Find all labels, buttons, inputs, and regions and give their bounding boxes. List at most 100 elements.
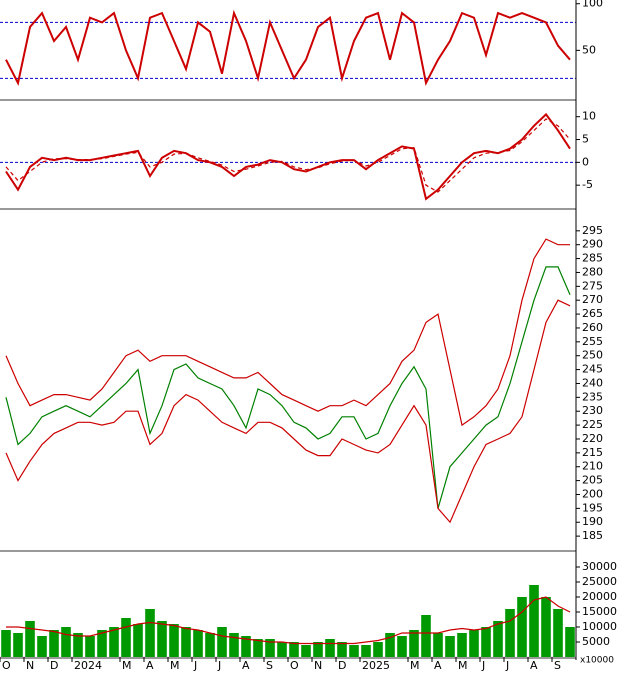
bar — [49, 630, 59, 657]
y-tick-label: 15000 — [582, 605, 617, 618]
x-tick-label: O — [2, 659, 11, 672]
bar — [409, 630, 419, 657]
series-line — [5, 238, 570, 427]
bar — [565, 627, 575, 657]
bar — [385, 633, 395, 657]
y-tick-label: 285 — [582, 252, 603, 265]
x-tick-label: M — [410, 659, 420, 672]
y-tick-label: 30000 — [582, 560, 617, 573]
y-tick-label: 20000 — [582, 590, 617, 603]
bar — [541, 597, 551, 657]
x-tick-label: S — [266, 659, 273, 672]
bar — [433, 633, 443, 657]
bar — [133, 624, 143, 657]
y-tick-label: 195 — [582, 501, 603, 514]
y-tick-label: 220 — [582, 432, 603, 445]
bar — [349, 645, 359, 657]
y-tick-label: 5000 — [582, 635, 610, 648]
bar — [145, 609, 155, 657]
bar — [325, 639, 335, 657]
y-tick-label: 25000 — [582, 575, 617, 588]
y-tick-label: 10000 — [582, 620, 617, 633]
y-tick-label: 0 — [582, 155, 589, 168]
bar — [217, 627, 227, 657]
y-tick-label: 275 — [582, 279, 603, 292]
bar — [373, 642, 383, 657]
x-tick-label: D — [50, 659, 58, 672]
y-tick-label: 185 — [582, 529, 603, 542]
bar — [37, 636, 47, 657]
y-tick-label: 255 — [582, 335, 603, 348]
series-line — [5, 266, 571, 509]
x-tick-label: J — [193, 659, 197, 672]
x-tick-label: A — [146, 659, 154, 672]
bar — [73, 633, 83, 657]
bar — [529, 585, 539, 657]
x-tick-label: O — [290, 659, 299, 672]
y-tick-label: 230 — [582, 404, 603, 417]
y-tick-label: 240 — [582, 376, 603, 389]
bar — [181, 627, 191, 657]
y-tick-label: 190 — [582, 515, 603, 528]
axis-label: x10000 — [580, 656, 614, 666]
y-tick-label: -5 — [582, 178, 593, 191]
y-tick-label: 215 — [582, 446, 603, 459]
bar — [313, 642, 323, 657]
bar — [505, 609, 515, 657]
bar — [13, 633, 23, 657]
bar — [493, 621, 503, 657]
x-tick-label: J — [505, 659, 509, 672]
series-line — [5, 9, 571, 87]
bar — [97, 630, 107, 657]
bar — [361, 645, 371, 657]
y-tick-label: 280 — [582, 265, 603, 278]
series-line — [5, 299, 571, 524]
x-tick-label: J — [481, 659, 485, 672]
x-tick-label: N — [314, 659, 322, 672]
bar — [301, 645, 311, 657]
bar — [25, 621, 35, 657]
bar — [205, 633, 215, 657]
x-tick-label: D — [338, 659, 346, 672]
series-line — [5, 112, 571, 201]
bar — [481, 627, 491, 657]
y-tick-label: 5 — [582, 133, 589, 146]
bar — [517, 597, 527, 657]
bar — [193, 630, 203, 657]
x-tick-label: 2025 — [362, 659, 390, 672]
x-tick-label: S — [554, 659, 561, 672]
bar — [241, 636, 251, 657]
bar — [277, 642, 287, 657]
bar — [289, 642, 299, 657]
series-line — [5, 118, 571, 193]
y-tick-label: 295 — [582, 224, 603, 237]
x-tick-label: A — [434, 659, 442, 672]
x-tick-label: M — [170, 659, 180, 672]
x-tick-label: N — [26, 659, 34, 672]
y-tick-label: 250 — [582, 349, 603, 362]
x-tick-label: M — [122, 659, 132, 672]
y-tick-label: 200 — [582, 487, 603, 500]
y-tick-label: 50 — [582, 43, 596, 56]
bar — [457, 633, 467, 657]
x-tick-label: A — [530, 659, 538, 672]
y-tick-label: 100 — [582, 0, 603, 10]
bar — [337, 642, 347, 657]
y-tick-label: 290 — [582, 238, 603, 251]
y-tick-label: 205 — [582, 474, 603, 487]
y-tick-label: 225 — [582, 418, 603, 431]
bar — [1, 630, 11, 657]
bar — [445, 636, 455, 657]
bar — [421, 615, 431, 657]
x-tick-label: J — [217, 659, 221, 672]
x-tick-label: M — [458, 659, 468, 672]
y-tick-label: 10 — [582, 110, 596, 123]
bar — [61, 627, 71, 657]
bar — [109, 627, 119, 657]
bar — [85, 636, 95, 657]
y-tick-label: 245 — [582, 363, 603, 376]
x-tick-label: A — [242, 659, 250, 672]
